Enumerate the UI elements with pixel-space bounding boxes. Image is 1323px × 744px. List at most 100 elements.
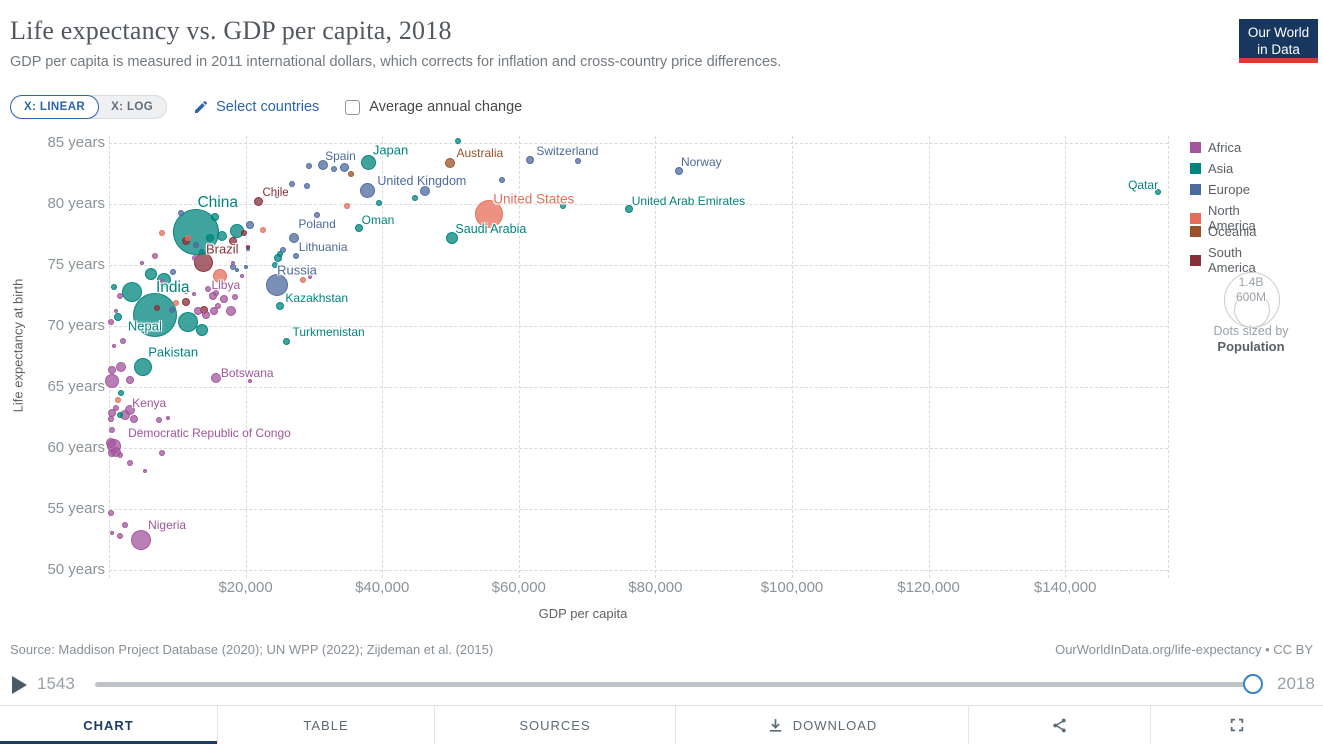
- country-label[interactable]: India: [155, 279, 190, 297]
- data-point[interactable]: [159, 230, 166, 237]
- country-label[interactable]: Japan: [372, 142, 409, 158]
- legend-item-africa[interactable]: Africa: [1190, 140, 1241, 155]
- data-point[interactable]: [235, 267, 240, 272]
- data-point[interactable]: [231, 260, 236, 265]
- data-point[interactable]: [220, 295, 229, 304]
- data-point[interactable]: [274, 192, 281, 199]
- data-point[interactable]: [108, 319, 115, 326]
- country-label[interactable]: Russia: [277, 262, 317, 278]
- data-point[interactable]: [293, 253, 300, 260]
- data-point[interactable]: [159, 449, 166, 456]
- data-point[interactable]: [271, 262, 278, 268]
- data-point[interactable]: [254, 197, 264, 207]
- data-point[interactable]: [445, 232, 458, 245]
- data-point[interactable]: [283, 338, 291, 346]
- select-countries-button[interactable]: Select countries: [193, 99, 319, 115]
- data-point[interactable]: [177, 312, 198, 333]
- country-label[interactable]: Switzerland: [536, 144, 599, 159]
- tab-fullscreen[interactable]: [1150, 706, 1323, 744]
- data-point[interactable]: [344, 203, 351, 210]
- data-point[interactable]: [229, 264, 236, 271]
- data-point[interactable]: [213, 268, 228, 283]
- data-point[interactable]: [116, 412, 123, 419]
- data-point[interactable]: [122, 521, 129, 528]
- legend-item-north-america[interactable]: North America: [1190, 203, 1256, 233]
- owid-logo[interactable]: Our World in Data: [1239, 19, 1318, 63]
- data-point[interactable]: [210, 307, 219, 316]
- tab-share[interactable]: [968, 706, 1150, 744]
- data-point[interactable]: [675, 167, 684, 176]
- data-point[interactable]: [246, 244, 251, 249]
- country-label[interactable]: Poland: [298, 217, 336, 232]
- legend-item-oceania[interactable]: Oceania: [1190, 224, 1256, 239]
- country-label[interactable]: United States: [493, 191, 575, 207]
- license-link[interactable]: OurWorldInData.org/life-expectancy • CC …: [1055, 642, 1313, 657]
- data-point[interactable]: [330, 165, 337, 172]
- data-point[interactable]: [193, 307, 202, 316]
- data-point[interactable]: [112, 404, 119, 411]
- data-point[interactable]: [360, 183, 376, 199]
- country-label[interactable]: Saudi Arabia: [455, 222, 527, 237]
- data-point[interactable]: [182, 297, 191, 306]
- data-point[interactable]: [116, 532, 123, 539]
- data-point[interactable]: [116, 452, 123, 459]
- checkbox-icon[interactable]: [345, 99, 361, 115]
- country-label[interactable]: Democratic Republic of Congo: [128, 425, 291, 440]
- data-point[interactable]: [155, 416, 162, 423]
- data-point[interactable]: [361, 155, 377, 171]
- country-label[interactable]: Lithuania: [298, 240, 348, 255]
- tab-download[interactable]: DOWNLOAD: [675, 706, 968, 744]
- data-point[interactable]: [172, 299, 179, 306]
- country-label[interactable]: Brazil: [205, 241, 239, 257]
- data-point[interactable]: [143, 469, 148, 474]
- data-point[interactable]: [183, 287, 190, 294]
- data-point[interactable]: [259, 226, 266, 233]
- country-label[interactable]: Nigeria: [148, 517, 187, 532]
- data-point[interactable]: [420, 185, 431, 196]
- data-point[interactable]: [131, 529, 152, 550]
- data-point[interactable]: [127, 459, 134, 466]
- data-point[interactable]: [299, 276, 306, 283]
- data-point[interactable]: [120, 337, 127, 344]
- data-point[interactable]: [314, 211, 321, 218]
- data-point[interactable]: [304, 182, 311, 189]
- data-point[interactable]: [122, 281, 143, 302]
- data-point[interactable]: [308, 275, 313, 280]
- data-point[interactable]: [134, 358, 153, 377]
- data-point[interactable]: [499, 176, 506, 183]
- data-point[interactable]: [217, 230, 228, 241]
- data-point[interactable]: [375, 199, 382, 206]
- data-point[interactable]: [215, 303, 222, 310]
- country-label[interactable]: Chile: [262, 186, 289, 199]
- data-point[interactable]: [113, 309, 118, 314]
- country-label[interactable]: Kazakhstan: [285, 291, 349, 306]
- data-point[interactable]: [192, 242, 199, 249]
- data-point[interactable]: [210, 213, 219, 222]
- play-button[interactable]: [12, 676, 27, 694]
- country-label[interactable]: Oman: [361, 213, 395, 228]
- country-label[interactable]: Spain: [325, 148, 356, 163]
- data-point[interactable]: [116, 292, 123, 299]
- data-point[interactable]: [340, 162, 350, 172]
- data-point[interactable]: [159, 279, 166, 286]
- country-label[interactable]: United Arab Emirates: [631, 193, 746, 208]
- data-point[interactable]: [211, 373, 222, 384]
- data-point[interactable]: [318, 159, 329, 170]
- data-point[interactable]: [205, 286, 212, 293]
- data-point[interactable]: [113, 313, 122, 322]
- tab-chart[interactable]: CHART: [0, 706, 217, 744]
- data-point[interactable]: [165, 415, 170, 420]
- data-point[interactable]: [280, 247, 287, 254]
- average-annual-change-toggle[interactable]: Average annual change: [345, 99, 522, 115]
- data-point[interactable]: [116, 362, 127, 373]
- tab-table[interactable]: TABLE: [217, 706, 434, 744]
- x-log-button[interactable]: X: LOG: [111, 101, 154, 113]
- country-label[interactable]: Nepal: [127, 318, 162, 334]
- data-point[interactable]: [177, 209, 184, 216]
- data-point[interactable]: [289, 233, 300, 244]
- data-point[interactable]: [240, 230, 247, 237]
- data-point[interactable]: [145, 267, 158, 280]
- tab-sources[interactable]: SOURCES: [434, 706, 675, 744]
- data-point[interactable]: [225, 306, 236, 317]
- data-point[interactable]: [137, 429, 144, 436]
